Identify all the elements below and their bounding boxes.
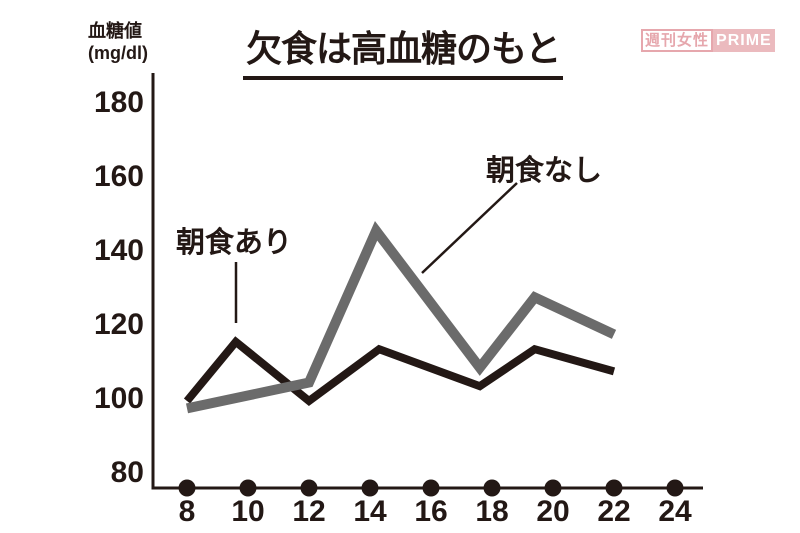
- chart-title: 欠食は高血糖のもと: [243, 20, 564, 80]
- watermark: 週刊女性 PRIME: [641, 29, 775, 52]
- series-line-1: [185, 221, 617, 414]
- y-tick-label: 140: [93, 234, 144, 267]
- x-tick-label: 10: [231, 495, 265, 528]
- y-tick-label: 100: [93, 382, 144, 415]
- x-axis-dot: [483, 479, 501, 497]
- x-tick-label: 12: [292, 495, 326, 528]
- x-tick-label: 22: [597, 495, 631, 528]
- x-tick-label: 18: [475, 495, 509, 528]
- x-axis-dot: [300, 479, 318, 497]
- x-tick-label: 24: [658, 495, 692, 528]
- y-tick-label: 160: [93, 160, 144, 193]
- annotation-with-breakfast: 朝食あり: [176, 227, 293, 259]
- y-axis-title-text: 血糖値: [88, 21, 142, 41]
- x-axis-dot: [605, 479, 623, 497]
- y-tick-label: 180: [93, 86, 144, 119]
- y-axis-title: 血糖値 (mg/dl): [88, 20, 148, 64]
- annotation-no-breakfast: 朝食なし: [486, 155, 603, 187]
- x-axis-dot: [666, 479, 684, 497]
- x-tick-label: 16: [414, 495, 448, 528]
- axes: [151, 73, 703, 490]
- x-axis-dot: [361, 479, 379, 497]
- y-tick-label: 80: [110, 456, 144, 489]
- x-axis-dot: [422, 479, 440, 497]
- x-tick-label: 8: [178, 495, 196, 528]
- series-line-0: [183, 336, 616, 407]
- x-axis-dot: [178, 479, 196, 497]
- x-axis-dot: [239, 479, 257, 497]
- watermark-prime-label: PRIME: [713, 29, 775, 52]
- y-tick-label: 120: [93, 308, 144, 341]
- leader-line-no-breakfast: [421, 182, 518, 274]
- x-tick-label: 20: [536, 495, 570, 528]
- y-axis-unit: (mg/dl): [88, 43, 148, 63]
- watermark-magazine-name: 週刊女性: [641, 29, 714, 52]
- x-axis-dot: [544, 479, 562, 497]
- x-tick-label: 14: [353, 495, 387, 528]
